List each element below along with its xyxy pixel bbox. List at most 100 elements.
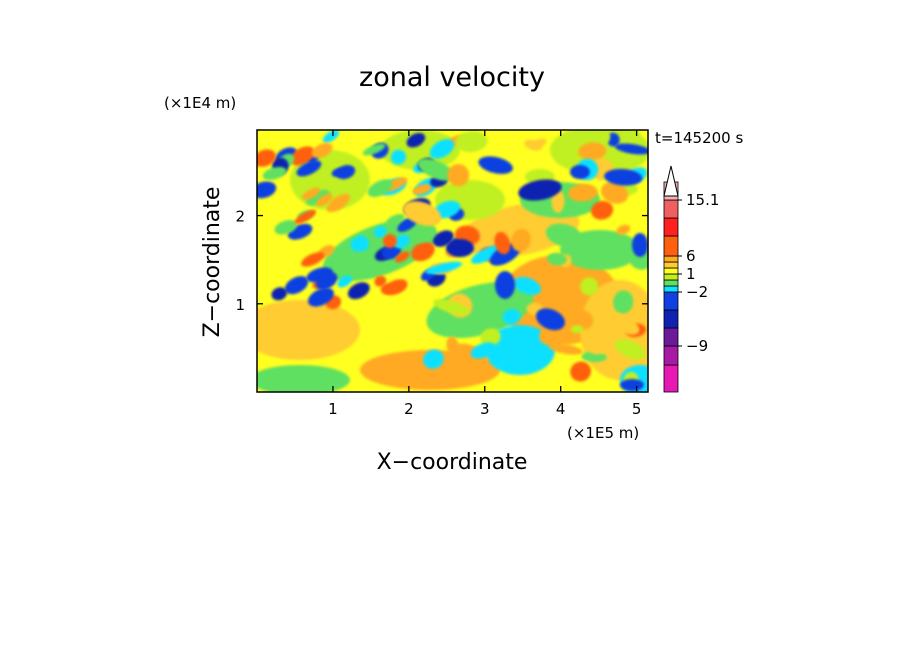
field-blob xyxy=(571,309,594,330)
field-blob xyxy=(489,243,521,266)
colorbar-swatch xyxy=(663,345,679,366)
plot-frame xyxy=(256,129,649,393)
field-blob xyxy=(455,131,488,153)
field-blob xyxy=(301,252,325,267)
field-blob xyxy=(429,139,455,159)
field-blob xyxy=(337,275,353,288)
field-blob xyxy=(570,325,584,334)
colorbar-label: −2 xyxy=(686,283,708,301)
y-axis: 12 xyxy=(235,208,648,314)
field-blob xyxy=(616,224,631,235)
field-blob xyxy=(367,179,393,197)
colorbar-swatch xyxy=(663,327,679,347)
field-blob xyxy=(432,230,454,247)
field-blob xyxy=(305,189,330,206)
field-blob xyxy=(373,225,387,238)
field-blob xyxy=(284,276,309,295)
field-blob xyxy=(608,313,640,335)
field-blob xyxy=(412,184,432,195)
field-blob xyxy=(614,339,646,360)
field-blob xyxy=(568,183,598,202)
colorbar-swatch xyxy=(663,217,679,237)
field-blob xyxy=(262,166,287,180)
field-blob xyxy=(271,287,288,301)
colorbar-label: 15.1 xyxy=(686,191,719,209)
field-blob xyxy=(274,220,297,235)
field-blob xyxy=(502,308,521,325)
colorbar-swatch xyxy=(663,235,679,257)
colorbar-swatch xyxy=(663,309,679,329)
field-blob xyxy=(403,201,442,226)
field-blob xyxy=(257,300,360,360)
colorbar-swatch xyxy=(663,364,679,393)
field-blob xyxy=(513,276,542,295)
field-blob xyxy=(480,328,501,347)
field-blob xyxy=(395,251,410,263)
x-tick-label: 4 xyxy=(556,400,566,418)
field-blob xyxy=(425,261,463,275)
field-blob xyxy=(548,343,583,355)
x-tick-label: 1 xyxy=(328,400,338,418)
field-blob xyxy=(382,234,397,248)
field-blob xyxy=(411,241,435,262)
field-blob xyxy=(316,193,333,207)
colorbar-swatch xyxy=(663,285,679,293)
field-blob xyxy=(257,365,350,392)
time-label: t=145200 s xyxy=(655,129,743,147)
field-blob xyxy=(470,342,497,359)
field-blob xyxy=(381,244,402,260)
field-blob xyxy=(380,283,394,295)
field-blob xyxy=(307,287,334,307)
field-blob xyxy=(311,142,333,159)
field-blob xyxy=(613,290,634,314)
field-blob xyxy=(410,226,435,243)
colorbar-label: −9 xyxy=(686,337,708,355)
colorbar-swatch xyxy=(663,267,679,275)
colorbar-swatch xyxy=(663,261,679,269)
colorbar-label: 6 xyxy=(686,247,696,265)
field-blob xyxy=(386,214,405,225)
field-blob xyxy=(499,350,534,367)
y-scale-label: (×1E4 m) xyxy=(164,94,236,112)
field-blob xyxy=(374,275,387,287)
field-blob xyxy=(604,168,643,186)
field-blob xyxy=(547,252,567,266)
colorbar-arrow xyxy=(663,165,679,197)
y-axis-label: Z−coordinate xyxy=(200,187,225,338)
field-blob xyxy=(620,379,644,391)
colorbar-swatch xyxy=(663,255,679,263)
field-blob xyxy=(433,200,461,219)
field-blob xyxy=(581,351,607,363)
colorbar-swatch xyxy=(663,291,679,311)
field-blob xyxy=(545,223,583,248)
field-blob xyxy=(294,209,317,224)
x-tick-label: 2 xyxy=(404,400,414,418)
x-axis-label: X−coordinate xyxy=(377,450,528,475)
field-blob xyxy=(296,160,322,177)
y-tick-label: 1 xyxy=(235,296,245,314)
field-blob xyxy=(447,163,470,187)
field-blob xyxy=(326,193,351,213)
field-blob xyxy=(406,132,426,148)
field-blob xyxy=(350,238,364,252)
field-blob xyxy=(494,231,511,255)
y-tick-label: 2 xyxy=(235,208,245,226)
field-blob xyxy=(588,332,619,355)
field-blob xyxy=(433,299,470,315)
field-blob xyxy=(362,143,386,156)
field-blob xyxy=(446,239,474,257)
field-blob xyxy=(478,156,513,174)
field-blob xyxy=(301,187,320,200)
x-axis: 1 2 3 4 5 xyxy=(328,130,641,418)
colorbar-swatch xyxy=(663,279,679,287)
field-blob xyxy=(532,138,547,149)
heatmap-field xyxy=(257,130,648,392)
field-blob xyxy=(535,308,565,331)
field-blob xyxy=(290,146,315,166)
x-tick-label: 5 xyxy=(632,400,642,418)
field-blob xyxy=(417,158,455,181)
field-blob xyxy=(614,143,648,155)
chart-title: zonal velocity xyxy=(359,62,545,93)
field-blob xyxy=(423,349,444,369)
